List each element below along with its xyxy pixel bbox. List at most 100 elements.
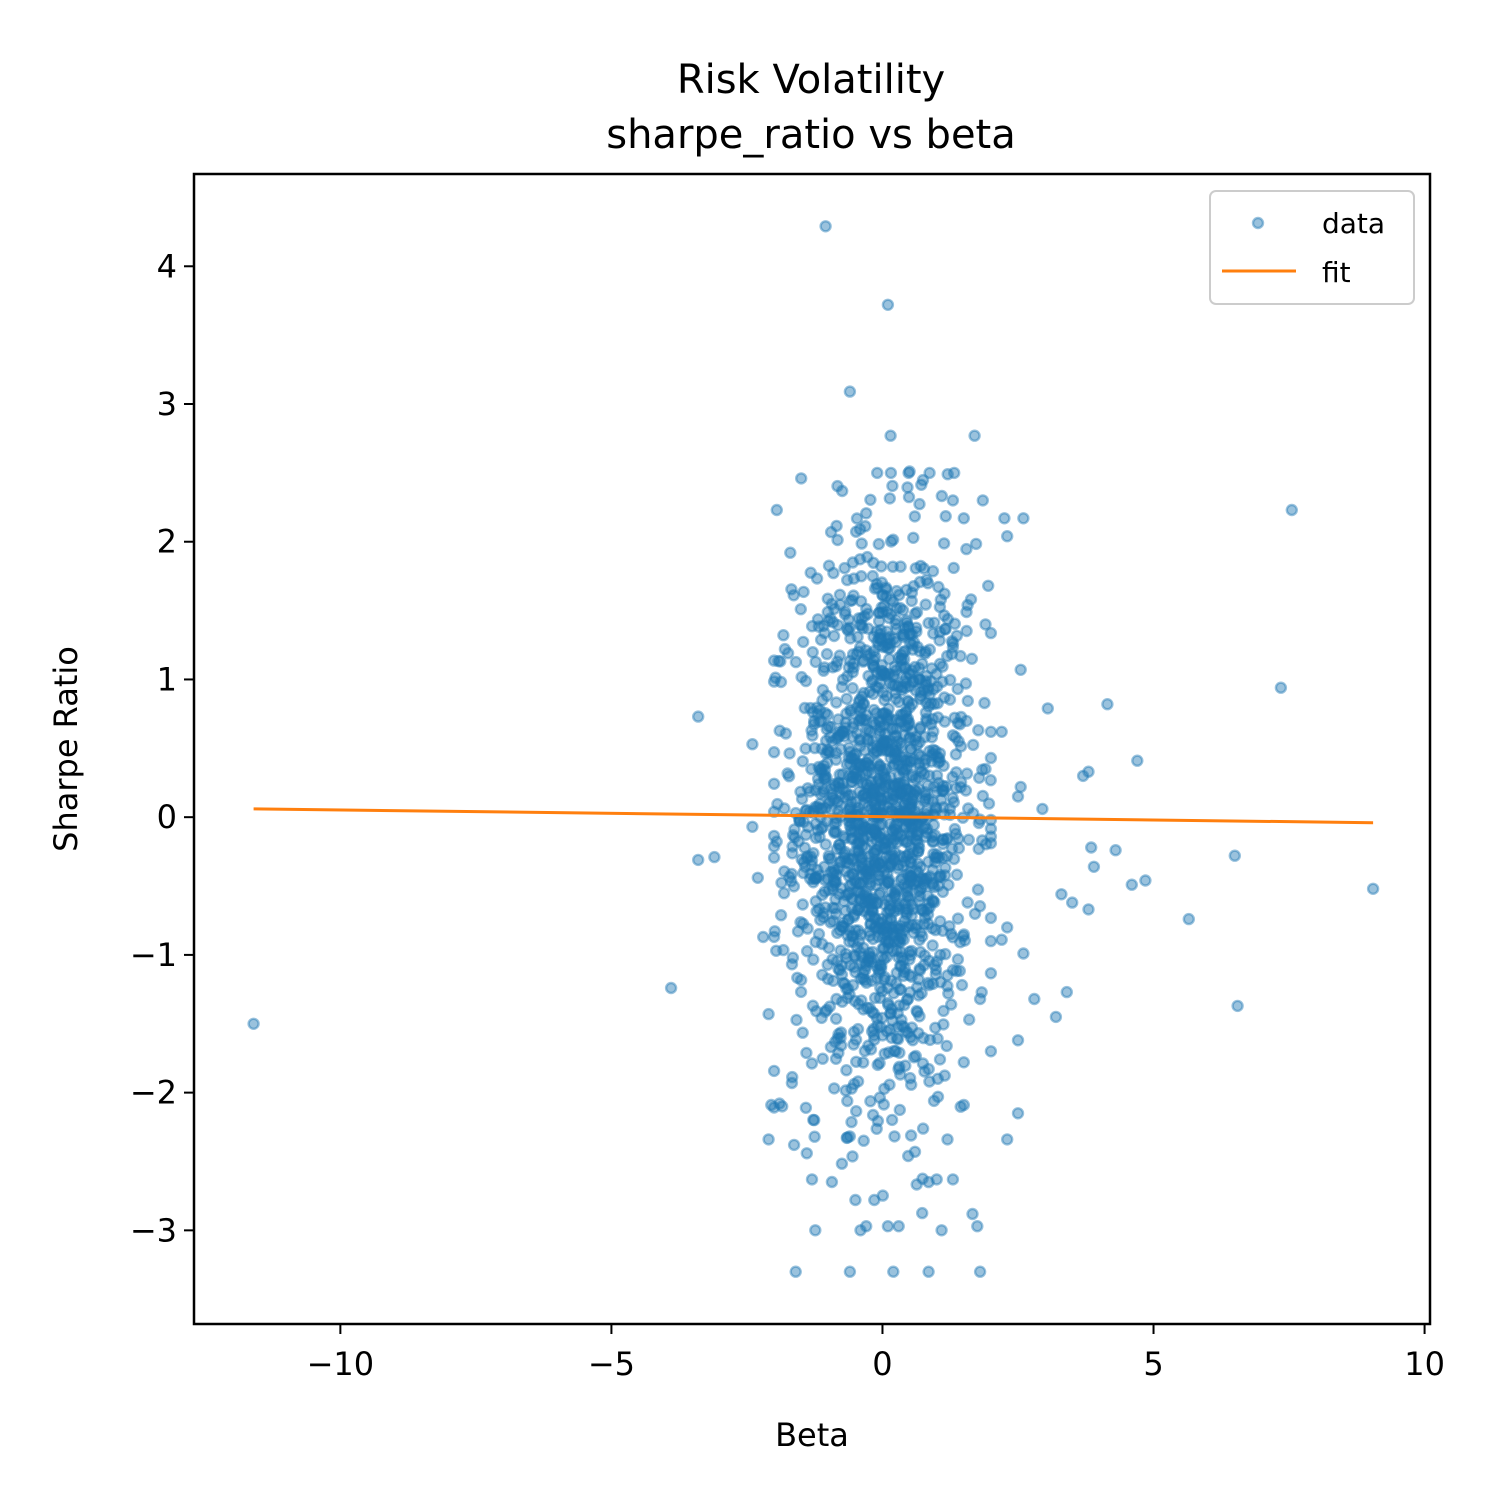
data-point xyxy=(887,794,900,807)
data-point xyxy=(863,1001,876,1015)
data-point xyxy=(843,654,857,668)
data-point xyxy=(962,802,975,815)
data-point xyxy=(934,869,947,882)
data-point xyxy=(791,925,805,938)
x-axis: −10 −5 0 5 10 xyxy=(307,1324,1445,1383)
data-point xyxy=(929,856,942,869)
data-point xyxy=(894,928,907,942)
data-point xyxy=(936,779,950,793)
data-point xyxy=(767,829,781,843)
data-point xyxy=(770,835,783,848)
data-point xyxy=(852,836,866,849)
data-point xyxy=(859,791,873,804)
data-point xyxy=(910,918,924,932)
data-point xyxy=(891,1032,905,1046)
data-point xyxy=(854,769,867,782)
data-point xyxy=(815,763,828,776)
data-point xyxy=(1274,681,1288,694)
data-point xyxy=(890,584,903,598)
data-point xyxy=(884,713,897,726)
data-point xyxy=(904,755,917,768)
data-point xyxy=(822,941,835,955)
data-point xyxy=(247,1017,260,1030)
data-point xyxy=(845,877,858,891)
data-point xyxy=(876,665,889,678)
data-point xyxy=(1082,903,1095,916)
data-point xyxy=(873,991,887,1005)
data-point xyxy=(892,769,906,782)
data-point xyxy=(875,664,888,678)
data-point xyxy=(860,886,873,899)
data-point xyxy=(852,850,865,863)
data-point xyxy=(877,931,890,944)
data-point xyxy=(908,1145,922,1159)
data-point xyxy=(905,792,919,805)
data-point xyxy=(888,660,901,674)
data-point xyxy=(881,714,894,727)
data-point xyxy=(882,875,895,889)
data-point xyxy=(899,720,912,733)
data-point xyxy=(873,727,886,740)
data-point xyxy=(860,1219,873,1233)
data-point xyxy=(888,730,901,743)
data-point xyxy=(822,849,835,862)
data-point xyxy=(862,902,876,915)
data-point xyxy=(847,908,861,921)
data-point xyxy=(880,744,893,757)
data-point xyxy=(845,1115,858,1129)
data-point xyxy=(895,652,908,666)
data-point xyxy=(894,829,907,842)
data-point xyxy=(927,818,940,832)
data-point xyxy=(854,618,867,631)
data-point xyxy=(907,926,920,939)
data-point xyxy=(872,615,886,628)
data-point xyxy=(814,633,828,646)
data-point xyxy=(884,593,898,606)
data-point xyxy=(828,1082,841,1095)
data-point xyxy=(1082,765,1095,778)
data-point xyxy=(929,923,942,937)
data-point xyxy=(877,942,891,955)
data-point xyxy=(886,743,900,757)
data-point xyxy=(931,1032,944,1045)
data-point xyxy=(922,1062,935,1076)
data-point xyxy=(856,713,870,727)
data-point xyxy=(895,1019,908,1032)
data-point xyxy=(887,929,901,942)
data-point xyxy=(822,745,835,759)
data-point xyxy=(905,638,919,651)
data-point xyxy=(919,678,932,691)
data-point xyxy=(1014,780,1027,794)
data-point xyxy=(844,745,857,759)
data-point xyxy=(850,771,863,784)
data-point xyxy=(835,920,849,933)
data-point xyxy=(906,770,919,784)
data-point xyxy=(1036,802,1049,816)
data-point xyxy=(812,927,826,941)
data-point xyxy=(830,843,844,856)
data-point xyxy=(937,783,950,796)
data-point xyxy=(833,855,847,869)
data-point xyxy=(845,752,859,765)
data-point xyxy=(853,523,867,536)
data-point xyxy=(898,775,911,789)
data-point xyxy=(875,634,888,647)
data-point xyxy=(878,667,892,680)
data-point xyxy=(847,572,861,585)
data-point xyxy=(892,651,905,664)
data-point xyxy=(797,866,810,880)
data-point xyxy=(873,958,886,971)
data-point xyxy=(829,1052,843,1066)
data-point xyxy=(868,582,882,595)
data-point xyxy=(887,632,901,645)
data-point xyxy=(863,950,876,963)
data-point xyxy=(836,777,850,790)
data-point xyxy=(810,572,824,585)
data-point xyxy=(859,713,872,726)
data-point xyxy=(824,730,837,743)
data-point xyxy=(895,648,908,662)
data-point xyxy=(933,626,947,639)
data-point xyxy=(939,947,952,961)
data-point xyxy=(984,751,998,765)
